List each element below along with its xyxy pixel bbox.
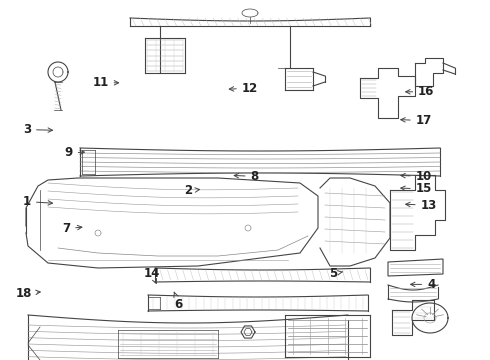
- Text: 6: 6: [174, 292, 183, 311]
- Text: 1: 1: [23, 195, 52, 208]
- Text: 12: 12: [229, 82, 258, 95]
- Text: 3: 3: [23, 123, 52, 136]
- Text: 5: 5: [329, 267, 343, 280]
- Text: 13: 13: [406, 199, 437, 212]
- Text: 16: 16: [406, 85, 435, 98]
- Text: 9: 9: [65, 147, 84, 159]
- Text: 15: 15: [401, 183, 432, 195]
- Text: 8: 8: [234, 170, 259, 183]
- Text: 18: 18: [15, 287, 40, 300]
- Text: 10: 10: [401, 170, 432, 183]
- Text: 17: 17: [401, 114, 432, 127]
- Text: 14: 14: [144, 267, 160, 283]
- Text: 4: 4: [411, 278, 435, 291]
- Text: 11: 11: [92, 76, 119, 89]
- Text: 2: 2: [185, 184, 199, 197]
- Text: 7: 7: [62, 222, 82, 235]
